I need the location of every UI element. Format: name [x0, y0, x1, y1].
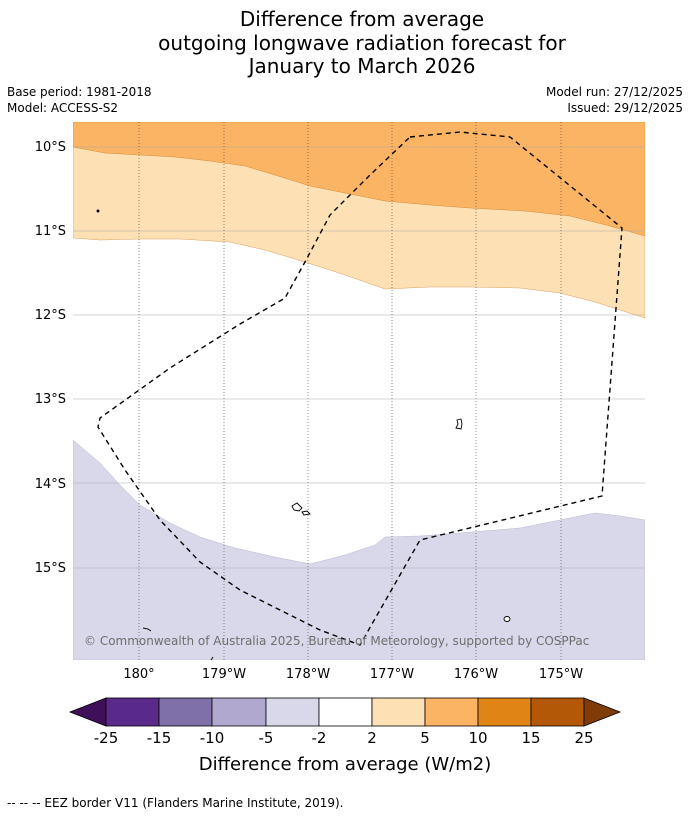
colorbar-tick-label: -25	[94, 729, 119, 747]
island-southwest	[142, 627, 152, 632]
colorbar-tick-label: 15	[521, 729, 540, 747]
lat-label: 13°S	[35, 392, 66, 407]
colorbar-tick-label: -5	[259, 729, 274, 747]
island-east	[455, 418, 463, 430]
model-run: Model run: 27/12/2025	[545, 85, 683, 99]
map-title: Difference from average outgoing longwav…	[0, 7, 690, 79]
colorbar-segment	[477, 697, 532, 727]
meta-left: Base period: 1981-2018 Model: ACCESS-S2	[7, 84, 152, 116]
anomaly-region-minus5-to-minus2	[73, 439, 645, 660]
title-line-2: outgoing longwave radiation forecast for	[158, 30, 566, 55]
lat-label: 15°S	[35, 561, 66, 576]
lat-label: 12°S	[35, 308, 66, 323]
longitude-labels: 180° 179°W 178°W 177°W 176°W 175°W	[123, 667, 583, 682]
colorbar-segment	[318, 697, 373, 727]
colorbar-title: Difference from average (W/m2)	[199, 754, 491, 775]
model-name: Model: ACCESS-S2	[7, 101, 119, 115]
colorbar-segment	[265, 697, 320, 727]
lon-label: 178°W	[286, 667, 330, 682]
island-south	[210, 656, 214, 660]
colorbar-segment	[424, 697, 479, 727]
colorbar-tick-label: -15	[147, 729, 172, 747]
colorbar-arrow-left	[68, 697, 107, 727]
colorbar-tick-label: 25	[574, 729, 593, 747]
colorbar-tick-label: -10	[200, 729, 225, 747]
base-period: Base period: 1981-2018	[7, 85, 152, 99]
colorbar-tick-label: -2	[312, 729, 327, 747]
graticule	[73, 122, 645, 660]
island-central-small	[301, 510, 311, 516]
island-northwest	[96, 209, 100, 213]
eez-footnote: -- -- -- EEZ border V11 (Flanders Marine…	[7, 796, 344, 810]
lon-label: 176°W	[454, 667, 498, 682]
colorbar-segment	[211, 697, 267, 727]
title-line-1: Difference from average	[239, 7, 485, 31]
colorbar-tick-label: 2	[367, 729, 377, 747]
colorbar	[68, 697, 622, 727]
colorbar-segment	[371, 697, 426, 727]
colorbar-tick-label: 10	[468, 729, 487, 747]
islands	[96, 209, 511, 660]
issued-date: Issued: 29/12/2025	[567, 101, 683, 115]
lat-label: 11°S	[35, 224, 66, 239]
island-central	[291, 502, 303, 512]
title-line-3: January to March 2026	[248, 54, 476, 78]
lon-label: 180°	[123, 667, 154, 682]
anomaly-region-5-to-10	[73, 122, 645, 237]
lon-label: 177°W	[370, 667, 414, 682]
lat-label: 10°S	[35, 140, 66, 155]
eez-border	[97, 131, 623, 646]
colorbar-segment	[105, 697, 160, 727]
lon-label: 179°W	[202, 667, 246, 682]
colorbar-tick-label: 5	[420, 729, 430, 747]
colorbar-segment	[530, 697, 585, 727]
lon-label: 175°W	[539, 667, 583, 682]
lat-label: 14°S	[35, 477, 66, 492]
latitude-labels: 10°S 11°S 12°S 13°S 14°S 15°S	[35, 140, 66, 576]
island-southeast	[503, 616, 511, 622]
copyright-text: © Commonwealth of Australia 2025, Bureau…	[84, 634, 589, 648]
map-area: © Commonwealth of Australia 2025, Bureau…	[73, 122, 645, 660]
colorbar-segment	[158, 697, 213, 727]
colorbar-arrow-right	[583, 697, 622, 727]
meta-right: Model run: 27/12/2025 Issued: 29/12/2025	[546, 84, 683, 116]
colorbar-ticks: -25 -15 -10 -5 -2 2 5 10 15 25	[94, 729, 594, 747]
